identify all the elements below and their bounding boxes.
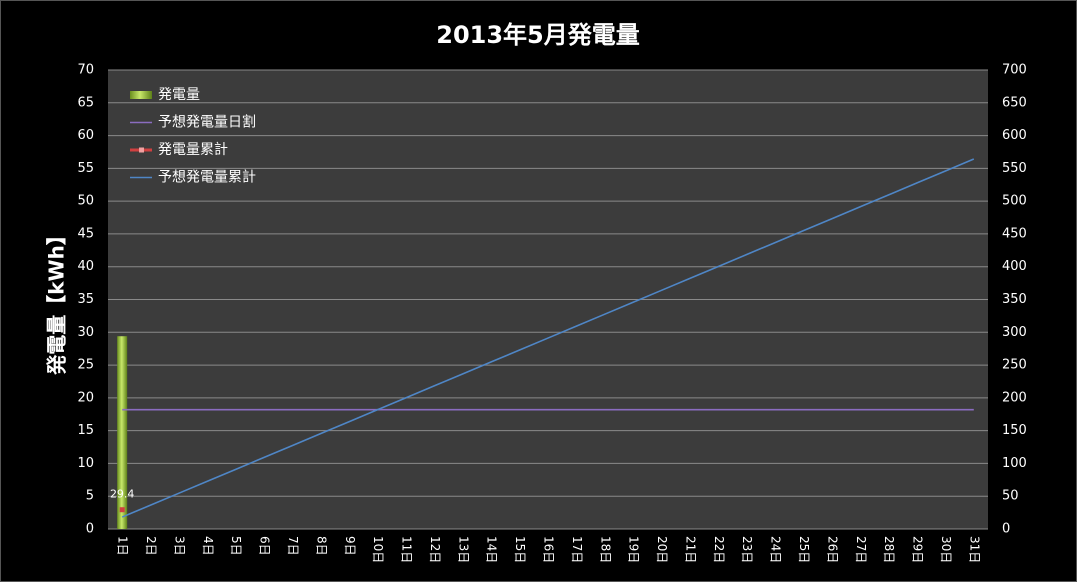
y-tick-label: 30 — [77, 325, 94, 340]
y-tick-label: 20 — [77, 390, 94, 405]
x-tick-label: 26日 — [825, 536, 839, 563]
y-tick-label: 40 — [77, 259, 94, 274]
x-tick-label: 20日 — [655, 536, 669, 563]
y-tick-label: 35 — [77, 292, 94, 307]
line — [121, 158, 975, 518]
marker — [119, 507, 125, 513]
legend-label: 発電量累計 — [158, 142, 228, 158]
x-tick-label: 24日 — [769, 536, 783, 563]
data-label: 29.4 — [110, 488, 135, 501]
x-tick-label: 19日 — [627, 536, 641, 563]
x-tick-label: 1日 — [116, 536, 130, 556]
legend-marker — [139, 147, 144, 153]
x-tick-label: 2日 — [144, 536, 158, 556]
y2-tick-label: 550 — [1002, 161, 1027, 176]
chart-title: 2013年5月発電量 — [436, 21, 640, 49]
legend-label: 予想発電量累計 — [158, 170, 256, 186]
x-tick-label: 25日 — [797, 536, 811, 563]
legend-label: 発電量 — [158, 87, 200, 103]
y2-tick-label: 300 — [1002, 325, 1027, 340]
x-tick-label: 14日 — [485, 536, 499, 563]
x-tick-label: 30日 — [939, 536, 953, 563]
y-tick-label: 65 — [77, 95, 94, 110]
y-tick-label: 10 — [77, 456, 94, 471]
x-tick-label: 17日 — [570, 536, 584, 563]
x-tick-label: 12日 — [428, 536, 442, 563]
y-tick-label: 15 — [77, 423, 94, 438]
x-tick-label: 15日 — [513, 536, 527, 563]
legend-label: 予想発電量日割 — [158, 114, 256, 131]
y2-tick-label: 150 — [1002, 423, 1027, 438]
x-tick-label: 29日 — [911, 536, 925, 563]
y2-tick-label: 400 — [1002, 259, 1027, 274]
x-tick-label: 3日 — [172, 536, 186, 556]
x-tick-label: 4日 — [201, 536, 215, 556]
x-tick-label: 16日 — [542, 536, 556, 563]
x-tick-label: 7日 — [286, 536, 300, 556]
bar — [117, 336, 128, 529]
y2-tick-label: 200 — [1002, 390, 1027, 405]
y-tick-label: 55 — [77, 161, 94, 176]
y2-tick-label: 250 — [1002, 358, 1027, 373]
y-tick-label: 25 — [77, 358, 94, 373]
y2-tick-label: 600 — [1002, 128, 1027, 143]
x-tick-label: 21日 — [683, 536, 697, 563]
x-tick-label: 8日 — [314, 536, 328, 556]
y2-tick-label: 100 — [1002, 456, 1027, 471]
y2-tick-label: 0 — [1002, 522, 1010, 537]
x-tick-label: 10日 — [371, 536, 385, 563]
y-tick-label: 5 — [86, 489, 94, 504]
x-tick-label: 22日 — [712, 536, 726, 563]
legend-swatch — [130, 91, 152, 99]
y-axis-label: 発電量【kWh】 — [45, 225, 69, 376]
x-tick-label: 6日 — [258, 536, 272, 556]
y2-tick-label: 350 — [1002, 292, 1027, 307]
y-tick-label: 50 — [77, 194, 94, 209]
x-tick-label: 11日 — [400, 536, 414, 563]
x-tick-label: 5日 — [229, 536, 243, 556]
y-tick-label: 0 — [86, 522, 94, 537]
x-tick-label: 28日 — [882, 536, 896, 563]
y2-tick-label: 500 — [1002, 194, 1027, 209]
x-tick-label: 31日 — [967, 536, 981, 563]
x-tick-label: 18日 — [598, 536, 612, 563]
y2-tick-label: 650 — [1002, 95, 1027, 110]
x-tick-label: 23日 — [740, 536, 754, 563]
y2-tick-label: 450 — [1002, 226, 1027, 241]
x-tick-label: 27日 — [854, 536, 868, 563]
y2-tick-label: 50 — [1002, 489, 1019, 504]
y-tick-label: 60 — [77, 128, 94, 143]
y2-tick-label: 700 — [1002, 63, 1027, 78]
y-tick-label: 45 — [77, 226, 94, 241]
x-tick-label: 9日 — [343, 536, 357, 556]
y-tick-label: 70 — [77, 63, 94, 78]
x-tick-label: 13日 — [456, 536, 470, 563]
